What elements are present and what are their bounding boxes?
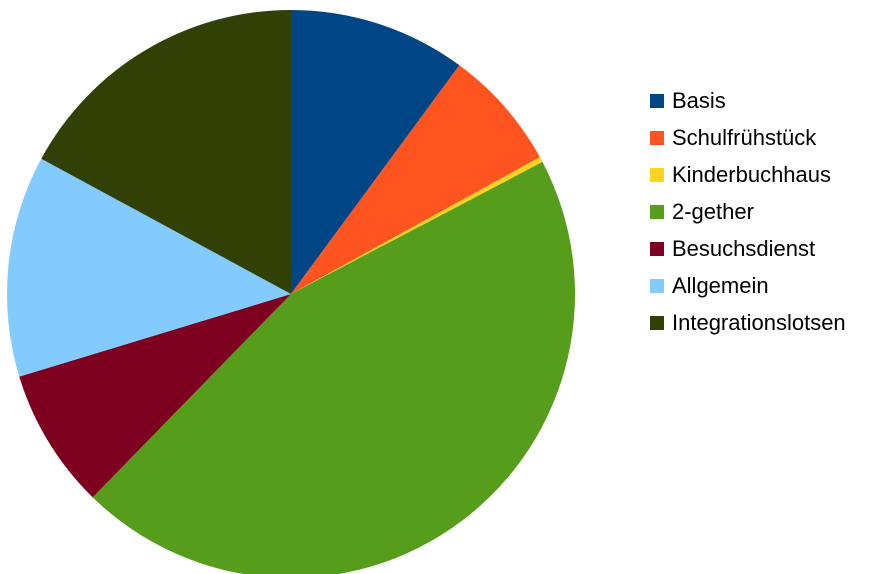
legend-label: Besuchsdienst bbox=[672, 235, 816, 261]
legend-swatch bbox=[650, 130, 664, 145]
legend-label: Allgemein bbox=[672, 272, 769, 298]
legend-swatch bbox=[650, 167, 664, 182]
legend-swatch bbox=[650, 315, 664, 330]
legend-label: Kinderbuchhaus bbox=[672, 161, 832, 187]
legend-item: Besuchsdienst bbox=[650, 230, 846, 267]
legend-item: Integrationslotsen bbox=[650, 304, 846, 341]
pie-slice-allgemein bbox=[6, 158, 292, 377]
legend-swatch bbox=[650, 241, 664, 256]
pie-slice-kinderbuchhaus bbox=[291, 157, 543, 294]
legend-item: Schulfrühstück bbox=[650, 119, 846, 156]
legend-swatch bbox=[650, 278, 664, 293]
legend: Basis Schulfrühstück Kinderbuchhaus 2-gethe… bbox=[650, 82, 846, 341]
legend-item: 2-gether bbox=[650, 193, 846, 230]
legend-label: Basis bbox=[672, 87, 726, 113]
legend-swatch bbox=[650, 204, 664, 219]
pie-slice-schulfr-hst-ck bbox=[291, 65, 540, 294]
legend-label: Schulfrühstück bbox=[672, 124, 817, 150]
pie-slice-integrationslotsen bbox=[41, 10, 291, 294]
pie-slice-basis bbox=[291, 10, 460, 294]
legend-swatch bbox=[650, 93, 664, 108]
legend-item: Basis bbox=[650, 82, 846, 119]
legend-label: 2-gether bbox=[672, 198, 754, 224]
legend-item: Allgemein bbox=[650, 267, 846, 304]
legend-item: Kinderbuchhaus bbox=[650, 156, 846, 193]
pie-slice-2-gether bbox=[92, 161, 576, 574]
pie-slice-besuchsdienst bbox=[19, 294, 291, 498]
legend-label: Integrationslotsen bbox=[672, 309, 846, 335]
